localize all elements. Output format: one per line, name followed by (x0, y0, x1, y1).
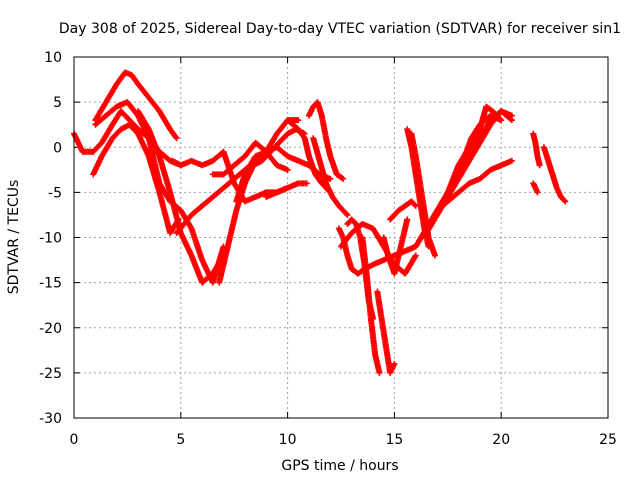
y-tick-label: -15 (39, 276, 62, 292)
x-tick-label: 25 (599, 432, 617, 448)
data-point (340, 175, 347, 182)
series-arc13 (305, 99, 347, 182)
x-tick-label: 5 (176, 432, 185, 448)
series-arc21 (387, 198, 419, 223)
series-arc10 (209, 139, 291, 178)
data-point (295, 117, 302, 124)
series-arc26 (434, 157, 515, 214)
y-tick-label: -20 (39, 321, 62, 337)
data-point (173, 135, 180, 142)
x-tick-label: 20 (492, 432, 510, 448)
series-arc23 (408, 130, 438, 259)
data-point (303, 180, 310, 187)
y-tick-label: 0 (53, 140, 62, 156)
data-point (376, 369, 383, 376)
data-point (562, 198, 569, 205)
y-tick-labels: 10 5 0 -5 -10 -15 -20 -25 -30 (39, 50, 62, 427)
data-point (327, 175, 334, 182)
data-point (344, 211, 351, 218)
chart-title: Day 308 of 2025, Sidereal Day-to-day VTE… (59, 21, 621, 37)
x-tick-labels: 0 5 10 15 20 25 (70, 432, 617, 448)
series-arc31 (540, 144, 569, 205)
data-point (508, 112, 515, 119)
data-points (71, 69, 569, 376)
x-tick-label: 10 (279, 432, 297, 448)
x-tick-label: 0 (70, 432, 79, 448)
data-point (536, 162, 543, 169)
series-arc14 (310, 135, 351, 218)
y-tick-label: 5 (53, 95, 62, 111)
y-tick-label: -10 (39, 231, 62, 247)
series-arc4 (92, 69, 180, 142)
data-point (411, 201, 418, 208)
series-arc18 (359, 234, 383, 376)
data-point (343, 210, 350, 217)
x-tick-label: 15 (385, 432, 403, 448)
series-arc1 (71, 108, 184, 169)
y-tick-label: -5 (48, 185, 62, 201)
data-point (508, 157, 515, 164)
data-point (534, 189, 541, 196)
series-arc28 (455, 112, 505, 178)
data-point (431, 252, 438, 259)
series-arc30 (530, 180, 541, 196)
series-arc29 (530, 130, 543, 169)
y-tick-label: -25 (39, 366, 62, 382)
y-tick-label: -30 (39, 411, 62, 427)
data-point (498, 117, 505, 124)
y-tick-label: 10 (44, 50, 62, 66)
y-axis-label: SDTVAR / TECUs (6, 180, 22, 295)
data-point (391, 360, 398, 367)
plot-frame (73, 56, 609, 419)
data-point (412, 252, 419, 259)
data-point (404, 216, 411, 223)
x-axis-label: GPS time / hours (281, 458, 398, 474)
series-arc11 (263, 180, 310, 200)
series-arc19 (374, 288, 398, 376)
series-arc7 (173, 117, 302, 236)
data-point (561, 197, 568, 204)
data-point (412, 202, 419, 209)
series-arc9 (233, 144, 334, 205)
series-arc20 (380, 216, 411, 277)
data-point (284, 166, 291, 173)
